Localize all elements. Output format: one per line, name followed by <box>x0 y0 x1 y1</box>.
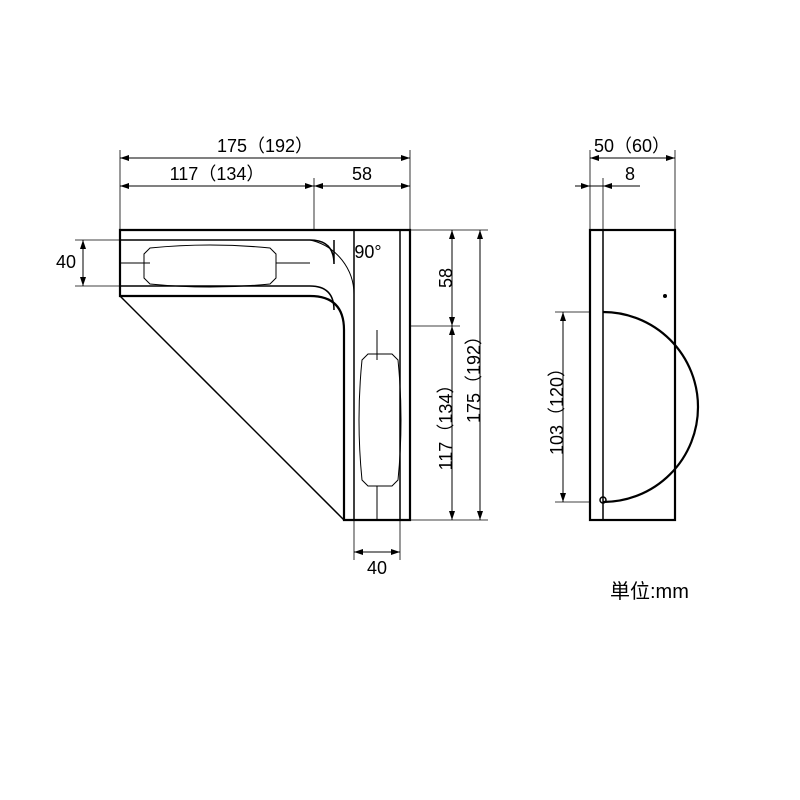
side-view: 50（60） 8 103（120） <box>547 136 698 520</box>
dim-side-top-inner: 8 <box>625 164 635 184</box>
unit-label: 単位:mm <box>610 580 689 603</box>
dim-right-175: 175（192） <box>464 327 484 423</box>
dim-right-58: 58 <box>436 268 456 288</box>
dim-top-outer: 175（192） <box>217 136 313 156</box>
dim-side-left: 103（120） <box>547 359 567 455</box>
angle-label: 90° <box>354 242 381 262</box>
dim-side-top-outer: 50（60） <box>594 136 670 156</box>
dim-top-inner-right: 58 <box>352 164 372 184</box>
technical-drawing: 90° 175（192） 117（134） 58 40 58 117（134） … <box>0 0 800 800</box>
dim-left-40: 40 <box>56 252 76 272</box>
dim-bottom-40: 40 <box>367 558 387 578</box>
dim-right-117: 117（134） <box>436 376 456 471</box>
dim-top-inner-left: 117（134） <box>170 164 265 184</box>
front-view: 90° 175（192） 117（134） 58 40 58 117（134） … <box>56 136 488 578</box>
